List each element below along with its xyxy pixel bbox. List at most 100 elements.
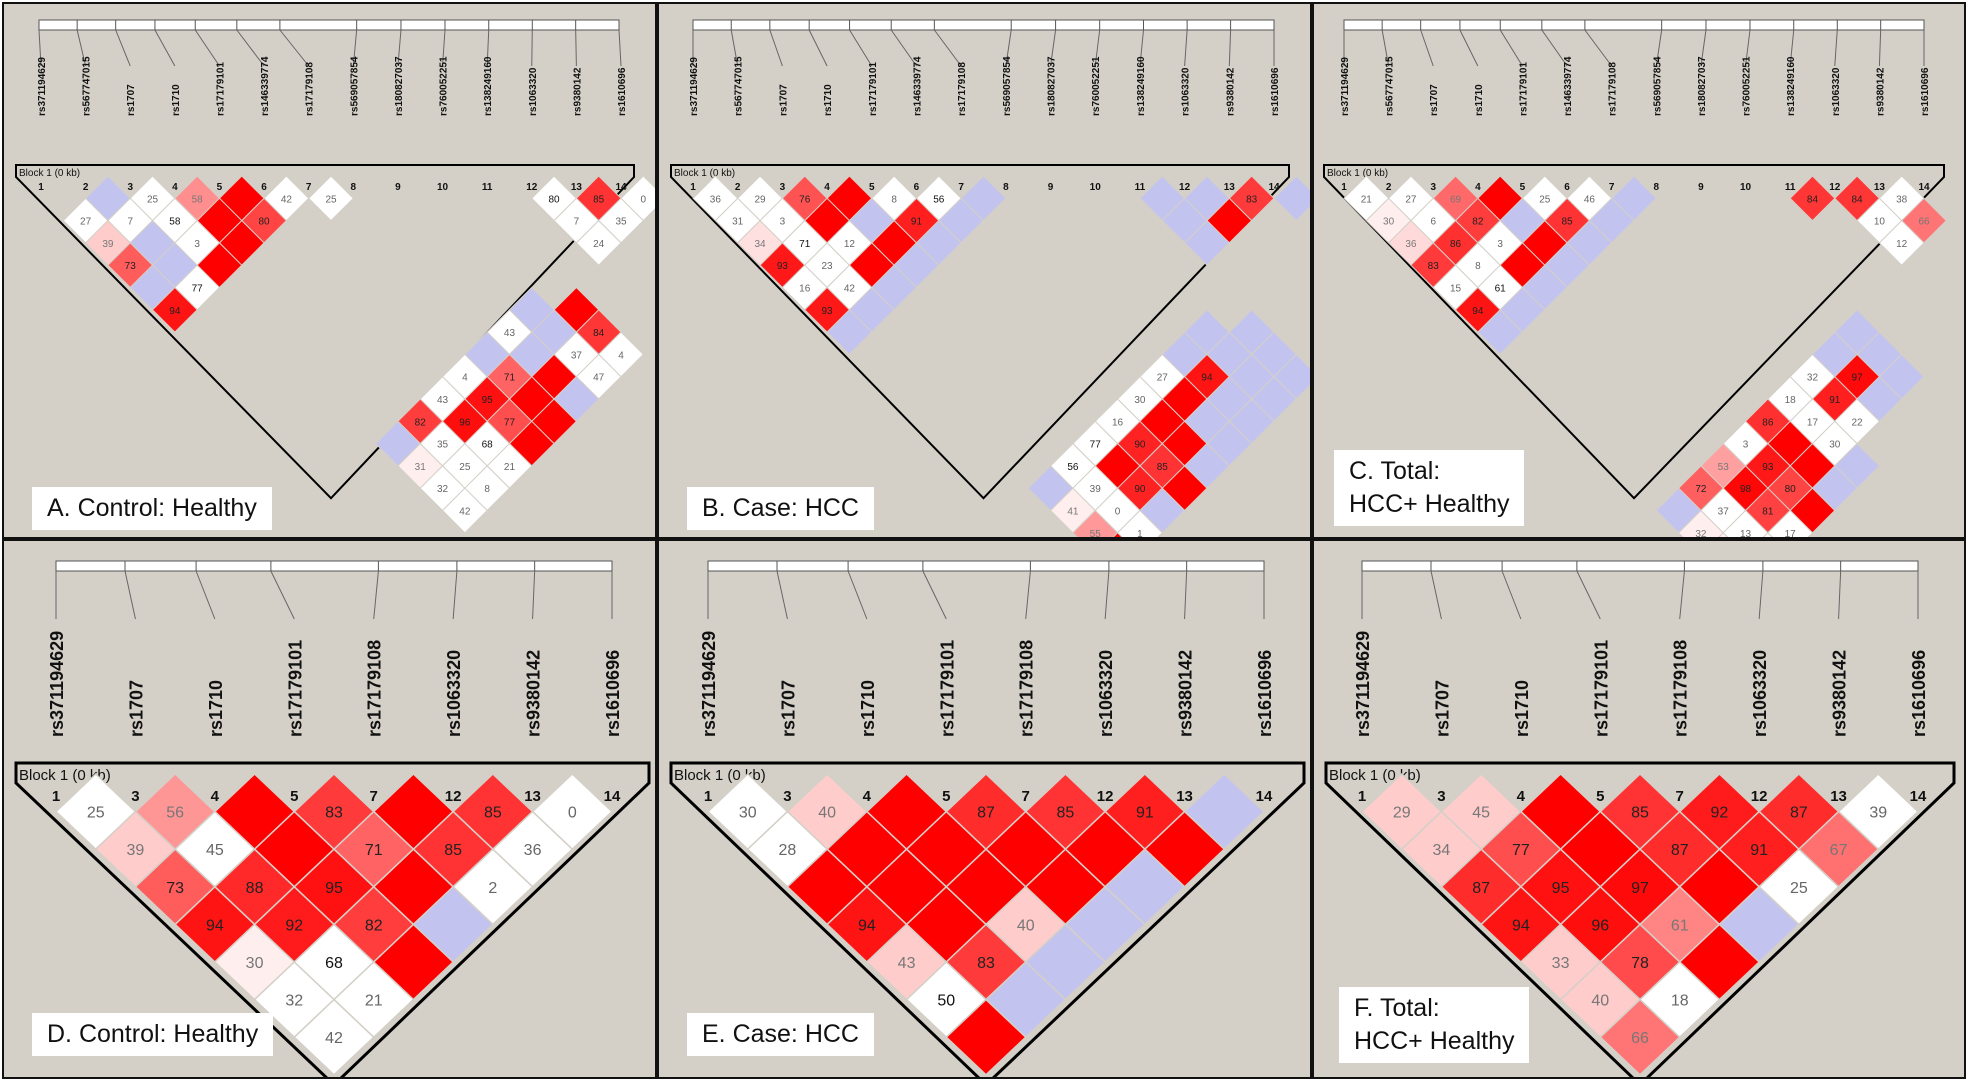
snp-label: rs9380142 (572, 67, 583, 116)
snp-label: rs9380142 (1176, 650, 1196, 737)
ld-value: 80 (259, 217, 271, 228)
block-label: Block 1 (0 kb) (674, 168, 735, 179)
panel-caption: C. Total: HCC+ Healthy (1334, 450, 1525, 526)
ld-value: 71 (504, 373, 516, 384)
ld-value: 46 (1584, 194, 1596, 205)
ld-value: 35 (615, 217, 627, 228)
ld-cell (441, 487, 488, 534)
marker-connector-line (1501, 570, 1522, 620)
ld-value: 72 (1695, 484, 1707, 495)
ld-cell (575, 219, 622, 266)
snp-index: 2 (735, 182, 741, 193)
snp-index: 6 (914, 182, 920, 193)
ld-value: 29 (754, 194, 766, 205)
marker-connector-line (1789, 29, 1795, 67)
panel-caption-line: HCC+ Healthy (1349, 490, 1510, 518)
snp-label: rs9380142 (524, 650, 544, 737)
snp-label: rs567747015 (734, 56, 745, 116)
snp-index: 10 (437, 182, 449, 193)
snp-index: 1 (52, 788, 60, 805)
marker-connector-line (195, 570, 216, 620)
ld-value: 4 (462, 373, 468, 384)
ld-value: 0 (1115, 507, 1121, 518)
snp-index: 9 (1048, 182, 1054, 193)
snp-index: 6 (261, 182, 267, 193)
ld-value: 34 (754, 239, 766, 250)
snp-index: 13 (1830, 788, 1847, 805)
ld-value: 53 (1718, 462, 1730, 473)
ld-plot-svg: rs371194629 rs567747015 rs1707 rs1710 rs1717… (1323, 19, 1948, 539)
ld-value: 15 (1450, 284, 1462, 295)
snp-label: rs371194629 (1353, 631, 1373, 737)
ld-value: 31 (732, 217, 744, 228)
panel-caption-line: A. Control: Healthy (47, 494, 257, 522)
ld-value: 91 (911, 217, 923, 228)
ld-value: 73 (166, 880, 184, 897)
marker-connector-line (352, 29, 358, 67)
marker-connector-line (1104, 570, 1110, 620)
snp-label: rs1063320 (1750, 650, 1770, 737)
ld-value: 33 (1552, 955, 1570, 972)
snp-index: 9 (395, 182, 401, 193)
ld-value: 83 (325, 805, 343, 822)
snp-index: 3 (1437, 788, 1445, 805)
ld-value: 42 (325, 1030, 343, 1047)
ld-value: 87 (977, 805, 995, 822)
marker-connector-line (442, 29, 446, 67)
ld-value: 97 (1852, 373, 1864, 384)
snp-index: 1 (704, 788, 712, 805)
snp-label: rs1707 (1429, 84, 1440, 116)
snp-label: rs17179101 (1518, 62, 1529, 116)
marker-connector-line (194, 29, 220, 67)
ld-cell (1762, 532, 1773, 537)
snp-label: rs180827037 (1047, 56, 1058, 116)
ld-value: 94 (206, 917, 224, 934)
ld-cell (151, 286, 198, 333)
block-outline (1324, 761, 1956, 1077)
marker-connector-line (1381, 29, 1390, 67)
panel-caption-line: B. Case: HCC (702, 494, 859, 522)
ld-value: 43 (437, 395, 449, 406)
block-outline (670, 164, 1290, 500)
ld-value: 37 (571, 350, 583, 361)
ld-value: 66 (1918, 217, 1930, 228)
panel-caption: D. Control: Healthy (32, 1013, 274, 1056)
ld-value: 83 (977, 955, 995, 972)
block-label: Block 1 (0 kb) (19, 767, 111, 784)
ld-value: 16 (799, 284, 811, 295)
ld-value: 85 (1157, 462, 1169, 473)
ld-value: 12 (844, 239, 856, 250)
ld-value: 85 (1057, 805, 1075, 822)
marker-axis-bar (707, 560, 1265, 572)
marker-connector-line (1139, 29, 1145, 67)
ld-cell (1722, 509, 1769, 537)
snp-index: 3 (131, 788, 139, 805)
marker-connector-line (1499, 29, 1523, 67)
ld-value: 40 (1017, 917, 1035, 934)
snp-label: rs567747015 (82, 56, 93, 116)
marker-connector-line (1878, 29, 1882, 67)
marker-connector-line (922, 570, 947, 620)
snp-index: 13 (1176, 788, 1193, 805)
ld-value: 13 (1740, 529, 1752, 539)
ld-value: 25 (1539, 194, 1551, 205)
ld-value: 7 (127, 217, 133, 228)
ld-value: 30 (246, 955, 264, 972)
panel-caption-line: HCC+ Healthy (1354, 1027, 1515, 1055)
ld-value: 40 (1591, 993, 1609, 1010)
marker-connector-line (1025, 570, 1031, 620)
block-label: Block 1 (0 kb) (19, 168, 80, 179)
snp-label: rs146339774 (1563, 56, 1574, 116)
snp-label: rs1710 (1512, 680, 1532, 737)
ld-value: 30 (739, 805, 757, 822)
ld-cell (307, 175, 355, 222)
block-label: Block 1 (0 kb) (1327, 168, 1388, 179)
snp-label: rs17179101 (285, 640, 305, 737)
ld-value: 94 (1201, 373, 1213, 384)
ld-value: 8 (484, 484, 490, 495)
block-outline (669, 761, 1306, 1077)
snp-index: 10 (1740, 182, 1752, 193)
ld-cell (826, 309, 873, 356)
snp-label: rs17179108 (305, 62, 316, 116)
